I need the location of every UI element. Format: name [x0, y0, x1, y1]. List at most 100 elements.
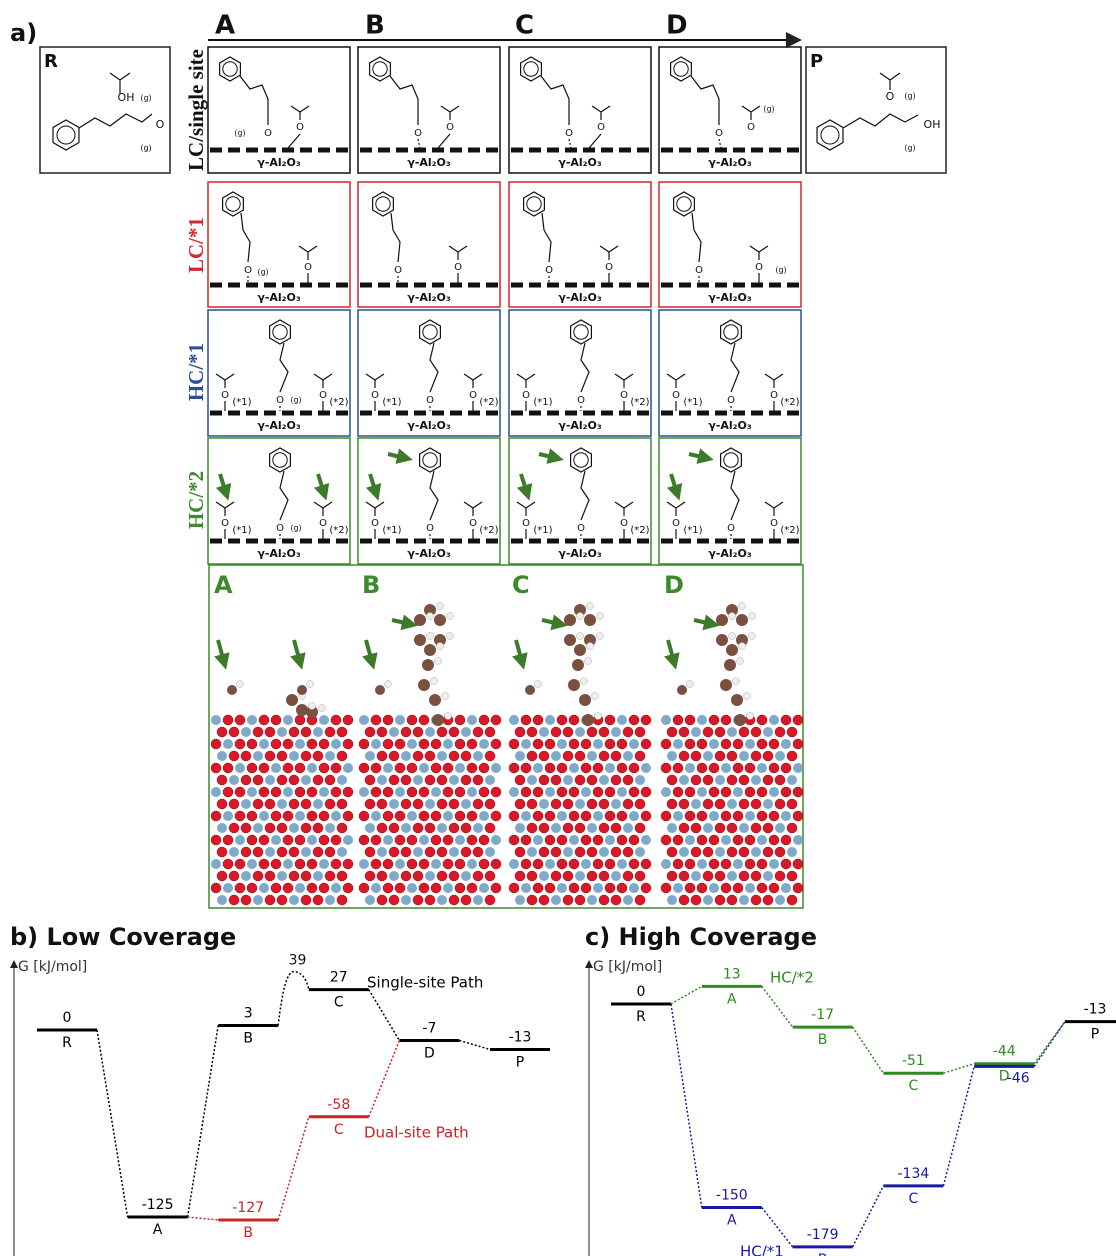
cell-box — [658, 181, 802, 308]
o-atom — [400, 846, 412, 858]
al-atom — [793, 763, 803, 773]
box-label: R — [44, 51, 58, 72]
o-atom — [786, 870, 798, 882]
benzene-ring — [269, 447, 291, 473]
o-atom — [732, 738, 744, 750]
carbon-chain — [240, 212, 251, 263]
o-atom — [222, 858, 234, 870]
value-label: -125 — [142, 1197, 174, 1213]
marker-arrow — [391, 614, 418, 631]
o-atom — [484, 750, 496, 762]
o-atom — [222, 762, 234, 774]
atom-label: OH — [118, 91, 135, 104]
o-atom — [258, 714, 270, 726]
panel-label: a) — [10, 19, 37, 47]
o-atom — [640, 882, 652, 894]
o-atom — [264, 870, 276, 882]
o-atom — [780, 762, 792, 774]
state-label: P — [1091, 1027, 1099, 1043]
al-atom — [413, 847, 423, 857]
o-atom — [454, 786, 466, 798]
al-atom — [673, 883, 683, 893]
benzene-ring — [570, 447, 592, 473]
o-atom — [336, 822, 348, 834]
atom-label: O — [371, 518, 379, 529]
al-atom — [691, 871, 701, 881]
o-atom — [436, 774, 448, 786]
o-atom — [276, 774, 288, 786]
o-atom — [370, 762, 382, 774]
o-atom — [270, 738, 282, 750]
al-atom — [407, 883, 417, 893]
o-atom — [240, 774, 252, 786]
h-atom — [426, 632, 434, 640]
al-atom — [389, 727, 399, 737]
o-atom — [520, 786, 532, 798]
label: (g) — [763, 105, 774, 114]
h-atom — [534, 680, 542, 688]
al-atom — [623, 751, 633, 761]
o-atom — [786, 750, 798, 762]
o-atom — [300, 870, 312, 882]
o-atom — [246, 882, 258, 894]
o-atom — [336, 894, 348, 906]
panel-title: c) High Coverage — [585, 923, 817, 951]
aromatic-circle — [573, 324, 589, 340]
al-atom — [769, 859, 779, 869]
benzene-ring — [269, 319, 291, 345]
o-atom — [780, 714, 792, 726]
aromatic-circle — [723, 324, 739, 340]
c-atom — [724, 659, 736, 671]
o-atom — [660, 882, 672, 894]
atom-label: O — [672, 390, 680, 401]
o-atom — [622, 726, 634, 738]
marker-arrow — [362, 639, 378, 670]
label: (*2) — [630, 397, 649, 408]
al-atom — [733, 787, 743, 797]
h-atom — [728, 632, 736, 640]
o-atom — [300, 726, 312, 738]
o-atom — [508, 762, 520, 774]
o-atom — [574, 774, 586, 786]
aromatic-circle — [673, 61, 689, 77]
al-atom — [703, 823, 713, 833]
al-atom — [685, 763, 695, 773]
state-label: B — [818, 1032, 828, 1048]
o-atom — [666, 798, 678, 810]
label: (*2) — [780, 525, 799, 536]
snapshot-box — [208, 564, 804, 909]
o-atom — [568, 882, 580, 894]
al-atom — [479, 811, 489, 821]
o-atom — [640, 714, 652, 726]
c-atom — [584, 614, 596, 626]
surface-label: γ-Al₂O₃ — [708, 547, 752, 560]
c-atom — [424, 644, 436, 656]
o-atom — [514, 726, 526, 738]
o-atom — [484, 870, 496, 882]
o-atom — [532, 858, 544, 870]
o-atom — [466, 762, 478, 774]
al-atom — [271, 763, 281, 773]
al-atom — [295, 811, 305, 821]
al-atom — [485, 775, 495, 785]
o-atom — [460, 750, 472, 762]
o-atom — [720, 714, 732, 726]
aromatic-circle — [820, 125, 840, 145]
state-label: C — [334, 1122, 344, 1138]
al-atom — [253, 823, 263, 833]
snapshot — [660, 602, 804, 906]
o-atom — [264, 894, 276, 906]
o-atom — [628, 714, 640, 726]
h-atom — [748, 612, 756, 620]
atom-label: O — [770, 518, 778, 529]
al-atom — [635, 847, 645, 857]
al-atom — [611, 871, 621, 881]
carbon-chain — [842, 113, 919, 129]
o-atom — [684, 738, 696, 750]
o-atom — [228, 750, 240, 762]
c-atom — [716, 614, 728, 626]
o-atom — [252, 846, 264, 858]
h-atom — [738, 602, 746, 610]
al-atom — [283, 859, 293, 869]
al-atom — [461, 727, 471, 737]
